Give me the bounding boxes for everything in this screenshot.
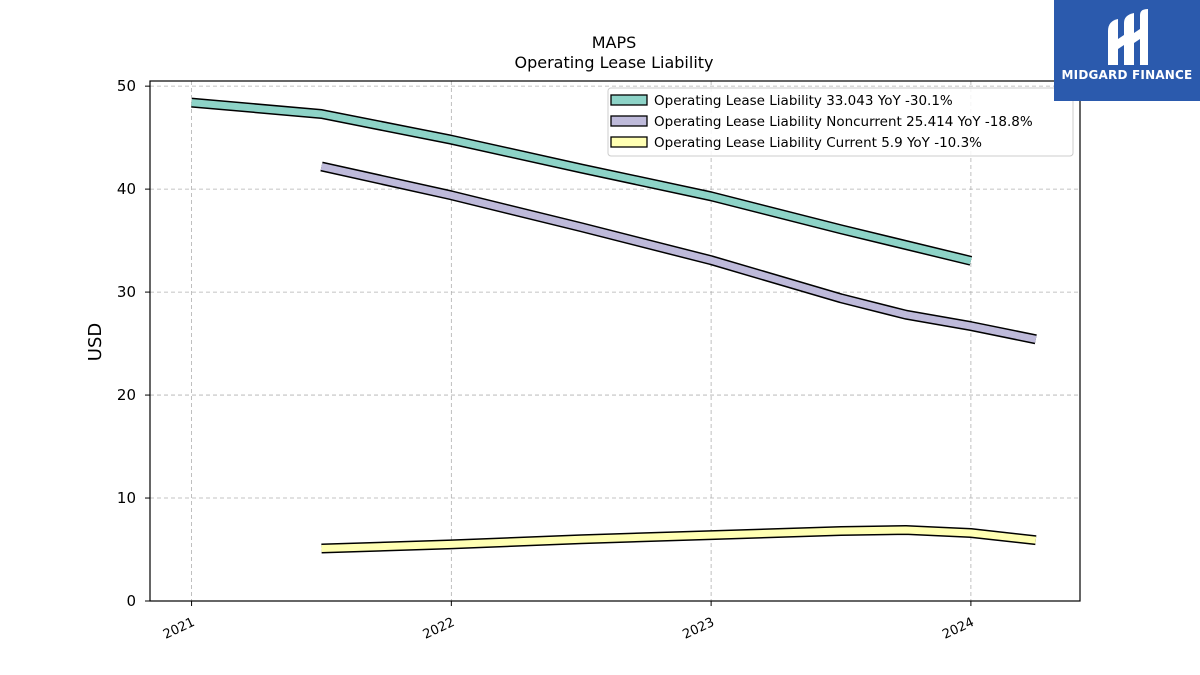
y-tick-label: 10 (117, 489, 136, 507)
legend-label: Operating Lease Liability 33.043 YoY -30… (654, 93, 953, 109)
series-line (191, 99, 972, 265)
legend-swatch (610, 136, 648, 148)
legend-label: Operating Lease Liability Current 5.9 Yo… (654, 135, 982, 151)
legend: Operating Lease Liability 33.043 YoY -30… (607, 87, 1074, 157)
plot-frame (149, 80, 1081, 602)
legend-label: Operating Lease Liability Noncurrent 25.… (654, 114, 1033, 130)
y-tick-label: 40 (117, 180, 136, 198)
chart-title: MAPS (592, 33, 637, 52)
logo-text: MIDGARD FINANCE (1061, 68, 1193, 82)
y-tick-label: 50 (117, 77, 136, 95)
x-tick-label: 2023 (680, 615, 716, 643)
chart-subtitle: Operating Lease Liability (514, 53, 713, 72)
logo-mark-icon (1108, 9, 1148, 65)
x-tick-label: 2024 (940, 615, 976, 643)
x-tick-label: 2021 (161, 615, 197, 643)
legend-swatch (610, 115, 648, 127)
grid-layer (150, 81, 1080, 602)
y-tick-label: 30 (117, 283, 136, 301)
series-line (321, 526, 1037, 552)
x-tick-label: 2022 (421, 615, 457, 643)
legend-box (607, 87, 1074, 157)
series-line (320, 163, 1037, 343)
series-layer (191, 97, 1037, 554)
y-axis-label: USD (85, 323, 106, 361)
legend-swatch (610, 94, 648, 106)
brand-logo: MIDGARD FINANCE (1054, 0, 1200, 101)
y-tick-label: 0 (126, 592, 136, 610)
y-tick-label: 20 (117, 386, 136, 404)
